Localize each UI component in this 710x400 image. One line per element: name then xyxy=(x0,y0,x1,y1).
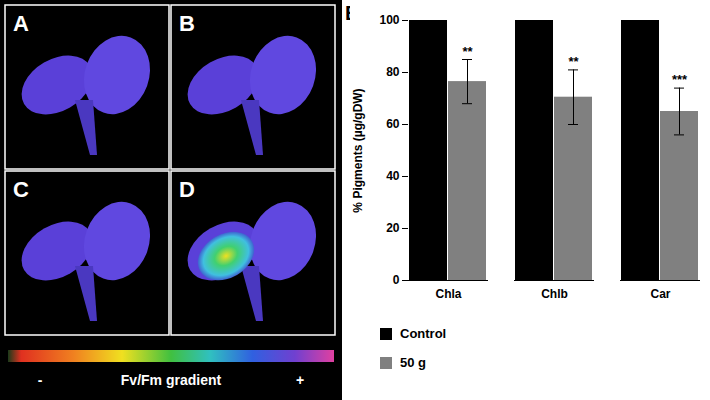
svg-text:Car: Car xyxy=(650,287,670,301)
svg-text:C: C xyxy=(13,177,29,202)
svg-text:Fv/Fm gradient: Fv/Fm gradient xyxy=(121,372,222,388)
svg-text:A: A xyxy=(13,11,29,36)
svg-text:-: - xyxy=(38,372,43,388)
svg-text:Chlb: Chlb xyxy=(541,287,568,301)
svg-text:Chla: Chla xyxy=(435,287,461,301)
svg-text:% Pigments (µg/gDW): % Pigments (µg/gDW) xyxy=(351,88,365,212)
html-text:Control: Control xyxy=(400,326,447,341)
svg-text:40: 40 xyxy=(386,169,400,183)
svg-text:**: ** xyxy=(568,54,579,69)
svg-text:+: + xyxy=(296,372,304,388)
html-text:E: E xyxy=(345,2,359,24)
svg-text:0: 0 xyxy=(393,273,400,287)
svg-text:60: 60 xyxy=(386,117,400,131)
svg-text:**: ** xyxy=(462,44,473,59)
svg-text:D: D xyxy=(179,177,195,202)
svg-text:20: 20 xyxy=(386,221,400,235)
html-text:50 g: 50 g xyxy=(400,355,426,370)
svg-text:80: 80 xyxy=(386,65,400,79)
svg-text:***: *** xyxy=(672,72,688,87)
svg-text:B: B xyxy=(179,11,195,36)
svg-text:100: 100 xyxy=(379,13,399,27)
